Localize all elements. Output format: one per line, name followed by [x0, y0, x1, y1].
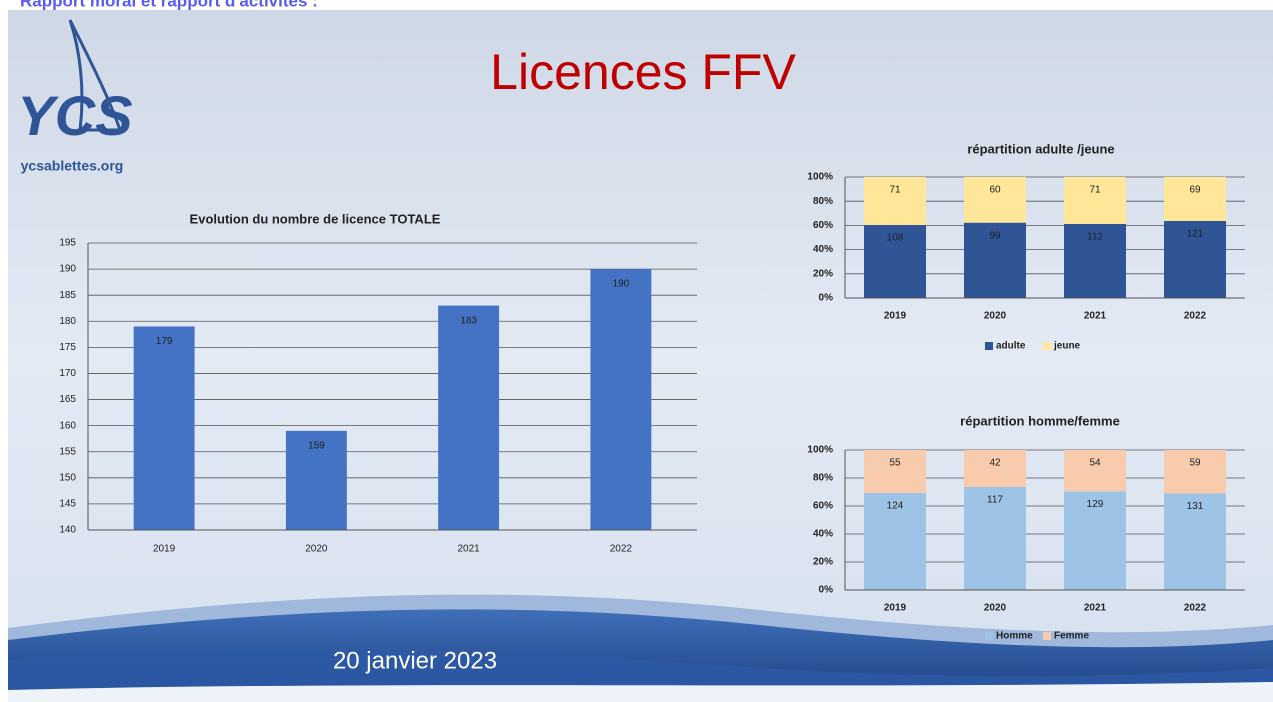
y-tick-label: 40%	[813, 529, 833, 540]
slide-title: Licences FFV	[490, 44, 796, 100]
data-label: 159	[308, 440, 325, 451]
bar-segment	[964, 450, 1026, 487]
y-tick-label: 180	[59, 316, 76, 327]
data-label: 112	[1087, 232, 1103, 243]
data-label: 131	[1187, 501, 1204, 512]
bar-segment	[864, 177, 926, 225]
y-tick-label: 165	[59, 394, 76, 405]
legend-swatch	[1043, 342, 1051, 350]
bar-segment	[864, 493, 926, 590]
legend-label: adulte	[996, 341, 1026, 352]
legend-swatch	[985, 632, 993, 640]
y-tick-label: 160	[59, 420, 76, 431]
bar-segment	[1164, 177, 1226, 221]
y-tick-label: 20%	[813, 557, 833, 568]
data-label: 55	[889, 458, 901, 469]
logo-sail	[68, 19, 123, 132]
data-label: 42	[989, 458, 1001, 469]
x-tick-label: 2022	[610, 544, 633, 555]
y-tick-label: 170	[59, 368, 76, 379]
x-tick-label: 2022	[1184, 603, 1207, 614]
bar-segment	[1064, 223, 1126, 298]
chart-title: Evolution du nombre de licence TOTALE	[190, 211, 441, 226]
legend-label: Femme	[1054, 631, 1089, 642]
x-tick-label: 2019	[884, 603, 907, 614]
x-tick-label: 2021	[1084, 311, 1107, 322]
y-tick-label: 150	[59, 472, 76, 483]
data-label: 190	[613, 279, 630, 290]
bar	[285, 430, 347, 530]
y-tick-label: 20%	[813, 268, 833, 279]
bar	[590, 269, 652, 530]
y-tick-label: 190	[59, 264, 76, 275]
data-label: 108	[887, 233, 904, 244]
y-tick-label: 40%	[813, 244, 833, 255]
data-label: 54	[1089, 458, 1101, 469]
data-label: 183	[460, 315, 477, 326]
bar-segment	[1064, 450, 1126, 492]
x-tick-label: 2021	[1084, 603, 1107, 614]
x-tick-label: 2019	[884, 311, 907, 322]
data-label: 71	[889, 185, 901, 196]
bar-segment	[864, 450, 926, 494]
y-tick-label: 185	[59, 290, 76, 301]
bar	[133, 326, 195, 530]
bar	[438, 305, 500, 530]
header-text: Rapport moral et rapport d'activités :	[20, 0, 318, 10]
y-tick-label: 0%	[819, 293, 834, 304]
y-tick-label: 80%	[813, 196, 833, 207]
data-label: 71	[1089, 185, 1101, 196]
legend-label: Homme	[996, 631, 1033, 642]
bar-segment	[1064, 177, 1126, 224]
data-label: 179	[156, 336, 173, 347]
legend-label: jeune	[1053, 341, 1081, 352]
bar-segment	[964, 486, 1026, 590]
y-tick-label: 0%	[819, 585, 834, 596]
bar-segment	[1064, 491, 1126, 590]
wave	[8, 682, 1273, 702]
y-tick-label: 175	[59, 342, 76, 353]
x-tick-label: 2022	[1184, 311, 1207, 322]
x-tick-label: 2021	[458, 544, 481, 555]
data-label: 124	[887, 501, 904, 512]
y-tick-label: 100%	[807, 172, 833, 183]
x-tick-label: 2020	[984, 311, 1007, 322]
data-label: 60	[989, 185, 1001, 196]
logo-site: ycsablettes.org	[21, 158, 124, 174]
y-tick-label: 60%	[813, 220, 833, 231]
y-tick-label: 155	[59, 446, 76, 457]
y-tick-label: 145	[59, 499, 76, 510]
x-tick-label: 2020	[984, 603, 1007, 614]
legend-swatch	[985, 342, 993, 350]
bar-segment	[1164, 493, 1226, 590]
y-tick-label: 195	[59, 238, 76, 249]
chart-title: répartition homme/femme	[960, 413, 1120, 428]
bar-segment	[864, 224, 926, 298]
x-tick-label: 2019	[153, 544, 176, 555]
bar-segment	[964, 222, 1026, 298]
data-label: 99	[989, 230, 1001, 241]
y-tick-label: 80%	[813, 473, 833, 484]
bar-segment	[964, 177, 1026, 223]
bar-segment	[1164, 450, 1226, 494]
data-label: 117	[987, 495, 1003, 506]
data-label: 59	[1189, 458, 1201, 469]
legend-swatch	[1043, 632, 1051, 640]
y-tick-label: 100%	[807, 445, 833, 456]
chart-title: répartition adulte /jeune	[967, 141, 1114, 156]
logo-mark: YCS	[17, 84, 132, 147]
data-label: 69	[1189, 185, 1201, 196]
data-label: 121	[1187, 229, 1204, 240]
x-tick-label: 2020	[305, 544, 328, 555]
bar-segment	[1164, 220, 1226, 298]
y-tick-label: 140	[59, 525, 76, 536]
y-tick-label: 60%	[813, 501, 833, 512]
date: 20 janvier 2023	[333, 647, 497, 674]
data-label: 129	[1087, 499, 1104, 510]
